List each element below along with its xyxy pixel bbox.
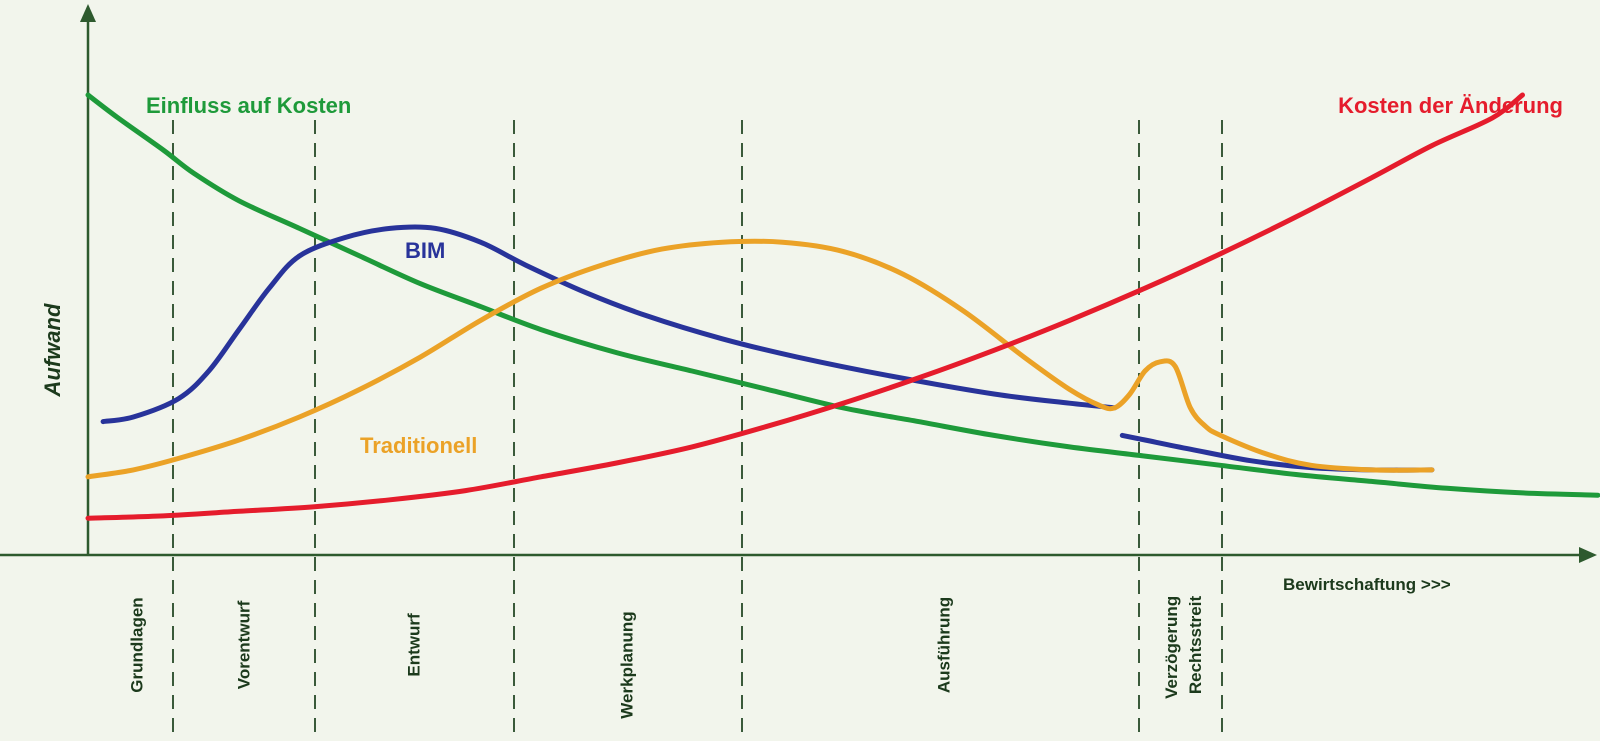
x-axis-arrow-icon bbox=[1579, 547, 1597, 563]
phase-label-werkplanung: Werkplanung bbox=[617, 611, 636, 718]
label-kosten-der-aenderung: Kosten der Änderung bbox=[1338, 93, 1563, 118]
phase-label-entwurf: Entwurf bbox=[404, 613, 423, 677]
series-line-bim-2 bbox=[1119, 432, 1435, 473]
phase-label-verzoegerung-rechtsstreit: Verzögerung Rechtsstreit bbox=[1162, 591, 1205, 699]
y-axis-label: Aufwand bbox=[40, 303, 65, 397]
phase-dividers bbox=[172, 120, 1223, 741]
phase-label-ausfuehrung: Ausführung bbox=[934, 597, 953, 693]
series-line-bim-1 bbox=[100, 224, 1118, 425]
series-line-einfluss-auf-kosten bbox=[85, 92, 1600, 498]
y-axis-arrow-icon bbox=[80, 4, 96, 22]
series-line-traditionell bbox=[85, 238, 1435, 480]
label-bim: BIM bbox=[405, 238, 445, 263]
curves bbox=[85, 92, 1600, 521]
series-line-kosten-der-aenderung bbox=[85, 92, 1525, 521]
phase-label-vorentwurf: Vorentwurf bbox=[234, 600, 253, 689]
phase-label-bewirtschaftung: Bewirtschaftung >>> bbox=[1283, 575, 1451, 594]
label-einfluss-auf-kosten: Einfluss auf Kosten bbox=[146, 93, 351, 118]
phase-label-grundlagen: Grundlagen bbox=[127, 597, 146, 692]
label-traditionell: Traditionell bbox=[360, 433, 477, 458]
